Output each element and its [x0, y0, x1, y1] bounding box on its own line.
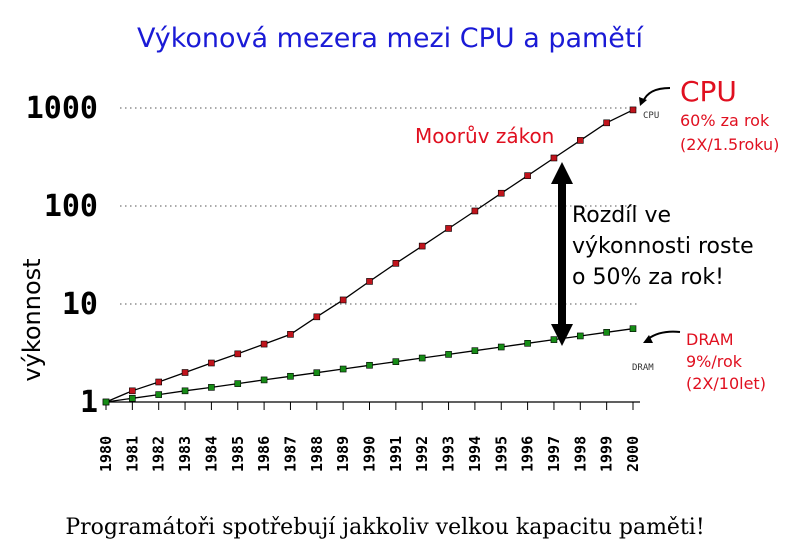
x-tick-label: 1982	[150, 436, 168, 472]
x-tick-label: 1985	[229, 436, 247, 472]
x-tick-label: 1990	[361, 436, 379, 472]
cpu-data-point	[603, 119, 610, 127]
cpu-pointer-arrow	[642, 87, 671, 103]
x-tick-label: 1998	[571, 436, 589, 472]
cpu-data-point	[392, 260, 400, 267]
dram-doubling: (2X/10let)	[686, 374, 766, 393]
x-tick-label: 1999	[598, 436, 616, 472]
dram-data-point	[629, 325, 637, 332]
axes	[105, 401, 640, 410]
y-tick-labels: 1 10 100 1000	[26, 91, 98, 420]
x-tick-labels: 1980 1981 1982 1983 1984 1985 1986 1987 1988 1989…	[97, 436, 642, 472]
dram-data-point	[576, 332, 584, 340]
x-tick-label: 1984	[202, 436, 220, 472]
x-tick-label: 1997	[545, 436, 563, 472]
dram-data-point	[155, 391, 162, 398]
cpu-data-point	[208, 359, 215, 367]
x-tick-label: 1995	[492, 436, 510, 472]
cpu-data-point	[576, 137, 584, 144]
dram-label: DRAM	[686, 330, 734, 349]
dram-pointer-arrowhead	[643, 335, 653, 343]
dram-data-point	[313, 369, 321, 377]
chart-title: Výkonová mezera mezi CPU a pamětí	[137, 23, 645, 54]
dram-data-point	[181, 387, 189, 395]
cpu-data-point	[629, 106, 637, 114]
dram-data-point	[366, 361, 373, 369]
x-tick-label: 1993	[440, 436, 458, 472]
dram-data-point	[102, 398, 110, 406]
x-tick-label: 1981	[123, 436, 141, 472]
dram-data-point	[497, 343, 505, 351]
cpu-small-label: CPU	[643, 111, 659, 121]
dram-data-point	[287, 372, 294, 380]
dram-data-point	[445, 351, 452, 358]
dram-data-point	[260, 376, 268, 384]
cpu-data-point	[366, 278, 373, 285]
gap-text-line1: Rozdíl ve	[572, 203, 671, 228]
cpu-data-point	[550, 154, 558, 162]
x-tick-label: 1980	[97, 436, 115, 472]
gap-arrow-head-bottom	[551, 324, 573, 346]
x-tick-label: 1994	[466, 436, 484, 472]
dram-data-point	[550, 336, 558, 343]
dram-data-point	[208, 384, 215, 391]
cpu-rate: 60% za rok	[680, 111, 770, 130]
gap-text-line3: o 50% za rok!	[572, 265, 724, 290]
grid-lines	[120, 107, 640, 305]
cpu-data-point	[471, 207, 479, 215]
dram-data-point	[392, 358, 400, 365]
series-lines	[105, 109, 634, 403]
x-tick-label: 2000	[624, 436, 642, 472]
cpu-data-point	[445, 225, 452, 232]
cpu-series-line	[105, 109, 634, 403]
cpu-pointer-arrowhead	[639, 97, 647, 106]
cpu-data-point	[129, 387, 136, 395]
dram-data-point	[603, 329, 610, 336]
gap-text-line2: výkonnosti roste	[572, 234, 754, 259]
cpu-doubling: (2X/1.5roku)	[680, 135, 779, 154]
x-tick-label: 1991	[387, 436, 405, 472]
x-tick-label: 1992	[413, 436, 431, 472]
cpu-data-point	[418, 242, 426, 250]
y-tick-label: 1000	[26, 91, 98, 126]
x-tick-label: 1989	[334, 436, 352, 472]
x-tick-label: 1987	[281, 436, 299, 472]
cpu-data-point	[260, 340, 268, 348]
cpu-data-point	[497, 189, 505, 197]
dram-data-point	[471, 347, 479, 354]
y-tick-label: 1	[80, 385, 98, 420]
y-tick-label: 100	[44, 189, 98, 224]
dram-data-point	[524, 340, 531, 347]
moore-law-label: Moorův zákon	[415, 124, 554, 148]
x-tick-label: 1986	[255, 436, 273, 472]
dram-data-point	[129, 395, 136, 402]
cpu-data-point	[524, 172, 531, 179]
footer-caption: Programátoři spotřebují jakkoliv velkou …	[65, 515, 704, 540]
cpu-data-point	[313, 313, 321, 321]
cpu-data-point	[287, 331, 294, 338]
x-tick-label: 1983	[176, 436, 194, 472]
y-tick-label: 10	[62, 287, 98, 322]
dram-data-point	[234, 380, 242, 387]
dram-pointer-arrow	[647, 330, 681, 340]
cpu-data-point	[155, 378, 162, 386]
dram-data-point	[339, 365, 347, 373]
cpu-data-point	[339, 296, 347, 304]
dram-rate: 9%/rok	[686, 352, 743, 371]
x-tick-label: 1996	[519, 436, 537, 472]
cpu-data-point	[181, 369, 189, 376]
series-points	[102, 106, 637, 406]
dram-data-point	[418, 354, 426, 362]
cpu-label: CPU	[680, 75, 737, 108]
cpu-data-point	[234, 350, 242, 358]
y-axis-label: výkonnost	[18, 258, 46, 381]
x-tick-label: 1988	[308, 436, 326, 472]
dram-small-label: DRAM	[632, 363, 654, 373]
gap-arrow-head-top	[551, 162, 573, 184]
